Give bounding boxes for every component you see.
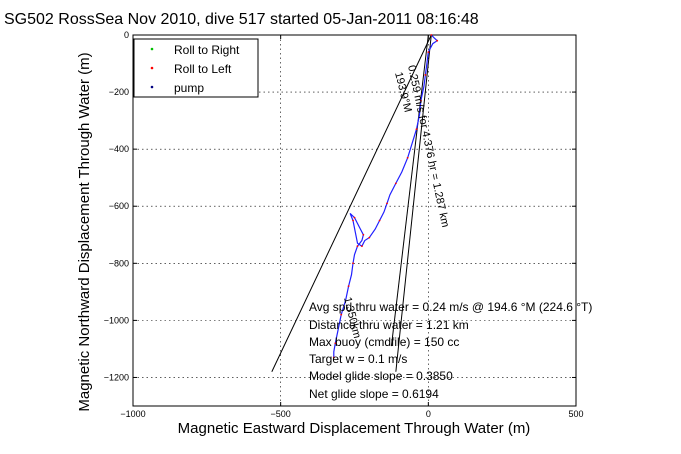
track-point	[340, 313, 343, 316]
heading-line	[390, 34, 429, 347]
legend-label: Roll to Left	[174, 62, 232, 76]
x-tick-label: 0	[426, 409, 431, 419]
reference-lines	[271, 34, 432, 372]
legend-marker	[150, 47, 154, 51]
annotation-model-glide: Model glide slope = 0.3850	[309, 369, 453, 383]
track-point	[386, 202, 388, 205]
y-tick-label: −1000	[104, 315, 129, 325]
track-point	[415, 128, 418, 131]
x-tick-label: −500	[271, 409, 291, 419]
track-point	[378, 219, 381, 222]
track-point	[334, 342, 337, 345]
track-point	[362, 233, 365, 236]
track-point	[352, 262, 354, 265]
y-tick-label: −800	[109, 258, 129, 268]
y-tick-label: −200	[109, 87, 129, 97]
track-point	[360, 245, 363, 248]
y-tick-label: −1200	[104, 372, 129, 382]
y-tick-label: −400	[109, 144, 129, 154]
chart-title: SG502 RossSea Nov 2010, dive 517 started…	[4, 11, 479, 28]
x-tick-label: −1000	[120, 409, 145, 419]
heading-line	[395, 34, 432, 372]
track-point	[436, 39, 439, 42]
track-point	[347, 285, 350, 288]
track-point	[424, 74, 427, 76]
annotation-target-w: Target w = 0.1 m/s	[309, 352, 407, 366]
annotation-distance: Distance thru water = 1.21 km	[309, 318, 469, 332]
track-point	[356, 245, 359, 248]
x-tick-label: 500	[568, 409, 583, 419]
track-point	[353, 216, 356, 219]
annotation-avg-speed: Avg spd thru water = 0.24 m/s @ 194.6 °M…	[309, 300, 592, 314]
track-point	[332, 356, 335, 359]
track-point	[352, 219, 354, 222]
dive-annotations: Avg spd thru water = 0.24 m/s @ 194.6 °M…	[309, 300, 592, 401]
track-point	[368, 236, 371, 239]
track-point	[427, 51, 430, 54]
x-axis-label: Magnetic Eastward Displacement Through W…	[178, 420, 531, 437]
heading-line	[271, 34, 432, 372]
legend-marker	[150, 85, 154, 89]
track-point	[394, 182, 397, 185]
annotation-net-glide: Net glide slope = 0.6194	[309, 387, 439, 401]
legend-box	[133, 38, 259, 98]
y-tick-label: 0	[124, 30, 129, 40]
axis-ticks: −1000 −500 0 500 0 −200 −400 −600 −800 −1000 −1200	[104, 30, 584, 419]
y-axis-label: Magnetic Northward Displacement Through …	[76, 52, 93, 411]
y-tick-label: −600	[109, 201, 129, 211]
legend-marker	[150, 66, 154, 70]
track-point	[420, 99, 422, 102]
legend: Roll to Right Roll to Left pump	[133, 38, 259, 98]
legend-label: Roll to Right	[174, 43, 240, 57]
track-point	[406, 156, 409, 159]
series-layer	[332, 34, 439, 359]
annotation-max-buoy: Max buoy (cmdfile) = 150 cc	[309, 335, 459, 349]
legend-label: pump	[174, 81, 204, 95]
grid-lines	[133, 35, 576, 406]
track-point	[430, 34, 433, 36]
